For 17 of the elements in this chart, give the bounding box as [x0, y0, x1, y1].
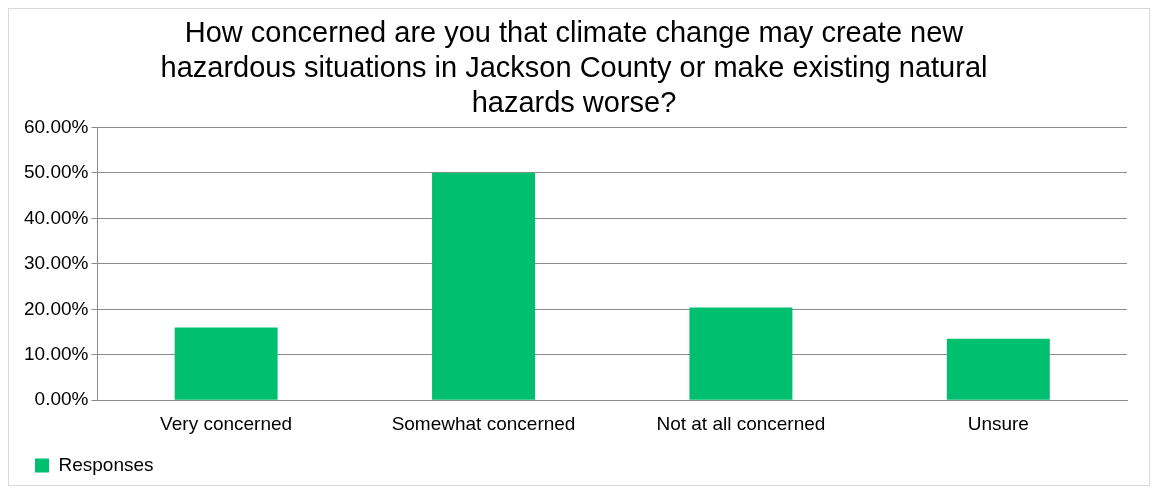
bar	[946, 338, 1050, 400]
x-tick-label: Very concerned	[160, 412, 293, 434]
y-tick-label: 0.00%	[34, 388, 89, 410]
y-tick-label: 60.00%	[23, 115, 89, 137]
bar	[174, 327, 278, 400]
bar	[689, 307, 793, 400]
x-tick-label: Not at all concerned	[656, 412, 826, 434]
y-tick-label: 50.00%	[23, 161, 89, 183]
x-tick-label: Somewhat concerned	[391, 412, 576, 434]
x-tick-label: Unsure	[967, 412, 1029, 434]
y-tick-label: 30.00%	[23, 252, 89, 274]
y-tick-label: 10.00%	[23, 342, 89, 364]
bar	[432, 172, 535, 400]
chart-title: How concerned are you that climate change may create new hazardous situations in Jackson County or make existing natural hazards worse?	[160, 16, 988, 118]
y-tick-label: 40.00%	[23, 206, 89, 228]
y-tick-label: 20.00%	[23, 297, 89, 319]
legend-label: Responses	[58, 453, 154, 475]
